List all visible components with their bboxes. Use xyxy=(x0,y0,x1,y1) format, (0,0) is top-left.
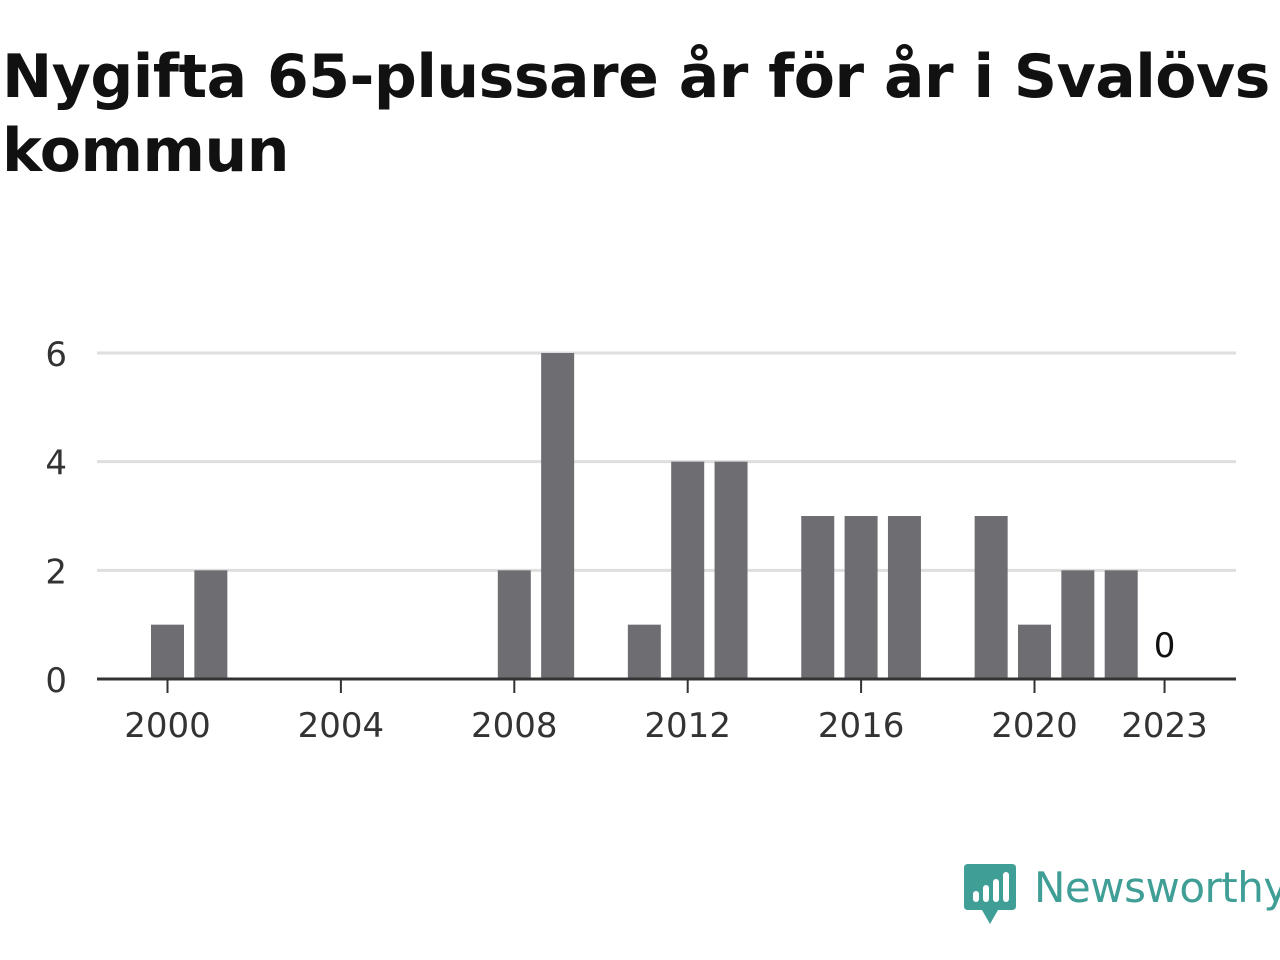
bar-2008 xyxy=(497,570,531,679)
y-tick-label-6: 6 xyxy=(45,335,67,375)
bar-2016 xyxy=(844,516,878,679)
chart-title: Nygifta 65-plussare år för år i Svalövs … xyxy=(2,42,1270,186)
x-tick-label-2023: 2023 xyxy=(1121,706,1208,746)
bars xyxy=(151,353,1138,679)
y-tick-label-0: 0 xyxy=(45,661,67,701)
x-tick-label-2008: 2008 xyxy=(471,706,558,746)
bar-2009 xyxy=(541,353,575,679)
bar-2013 xyxy=(714,461,748,679)
x-tick-label-2000: 2000 xyxy=(124,706,211,746)
y-tick-label-4: 4 xyxy=(45,444,67,484)
bar-2011 xyxy=(627,624,661,679)
brand: Newsworthy xyxy=(964,864,1280,926)
x-tick-label-2004: 2004 xyxy=(298,706,385,746)
x-tick-label-2016: 2016 xyxy=(818,706,905,746)
newsworthy-logo-icon xyxy=(964,864,1016,924)
bar-2022 xyxy=(1104,570,1138,679)
axes xyxy=(97,677,1236,693)
labels: 0 2 4 6 2000 2004 2008 2012 2016 2020 2023 0 xyxy=(45,335,1207,746)
x-tick-label-2020: 2020 xyxy=(991,706,1078,746)
bar-2012 xyxy=(671,461,705,679)
bar-2021 xyxy=(1061,570,1095,679)
x-tick-label-2012: 2012 xyxy=(644,706,731,746)
bar-2001 xyxy=(194,570,228,679)
bar-2000 xyxy=(151,624,184,679)
bar-2015 xyxy=(801,516,835,679)
y-tick-label-2: 2 xyxy=(45,552,67,592)
grid-lines xyxy=(97,351,1236,572)
bar-2019 xyxy=(974,516,1008,679)
data-label-2023: 0 xyxy=(1154,626,1176,666)
bar-2020 xyxy=(1018,624,1051,679)
brand-name: Newsworthy xyxy=(1034,863,1280,912)
bar-2017 xyxy=(887,516,921,679)
